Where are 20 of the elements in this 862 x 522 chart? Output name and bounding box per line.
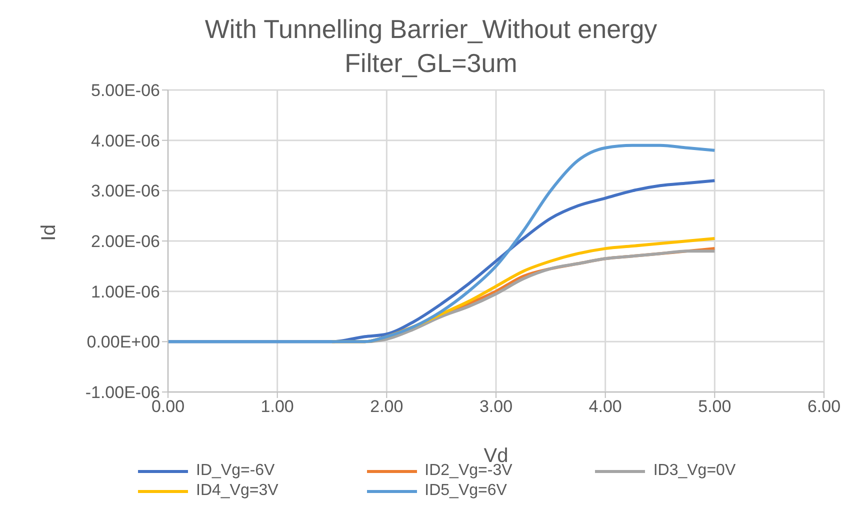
y-tick-label: 3.00E-06 bbox=[91, 182, 160, 201]
y-tick-label: 4.00E-06 bbox=[91, 131, 160, 150]
y-axis-title: Id bbox=[38, 224, 60, 241]
x-tick-label: 4.00 bbox=[588, 397, 622, 416]
x-tick-label: 6.00 bbox=[807, 397, 841, 416]
y-tick-label: 1.00E-06 bbox=[91, 282, 160, 302]
legend-label: ID4_Vg=3V bbox=[196, 482, 278, 500]
x-tick-label: 1.00 bbox=[260, 397, 294, 416]
legend-label: ID3_Vg=0V bbox=[653, 462, 736, 480]
y-tick-label: 0.00E+00 bbox=[86, 332, 160, 352]
x-tick-label: 5.00 bbox=[698, 397, 732, 416]
line-series bbox=[168, 144, 716, 344]
y-tick-label: 2.00E-06 bbox=[91, 232, 160, 252]
chart-title: With Tunnelling Barrier_Without energy Filter_GL=3um bbox=[204, 13, 658, 80]
y-tick-label: 5.00E-06 bbox=[91, 81, 160, 100]
x-tick-label: 3.00 bbox=[479, 397, 513, 416]
x-tick-label: 0.00 bbox=[151, 397, 185, 416]
legend-label: ID5_Vg=6V bbox=[424, 482, 507, 500]
x-tick-label: 2.00 bbox=[370, 397, 404, 416]
legend-label: ID_Vg=-6V bbox=[196, 462, 275, 480]
